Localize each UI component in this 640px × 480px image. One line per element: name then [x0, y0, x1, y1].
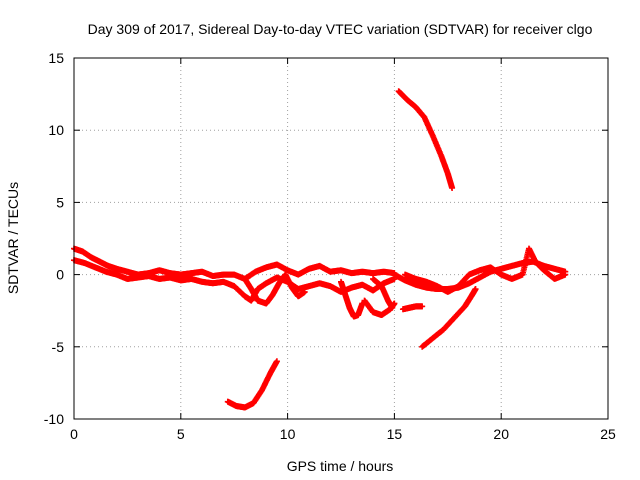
- y-tick-label: 0: [56, 267, 64, 283]
- series-band-d: [402, 245, 569, 295]
- x-tick-label: 25: [600, 426, 616, 442]
- x-tick-label: 0: [70, 426, 78, 442]
- x-axis-label: GPS time / hours: [287, 458, 394, 474]
- y-tick-label: 5: [56, 194, 64, 210]
- series-rise-arc: [419, 286, 479, 350]
- data-points: [71, 88, 569, 411]
- series-band-c: [391, 258, 569, 293]
- axis-ticks: 0 5 10 15 20 25 -10 -5 0 5 10 15: [44, 50, 616, 442]
- data-point: [449, 184, 456, 191]
- x-tick-label: 15: [387, 426, 403, 442]
- series-lower-arc: [224, 358, 280, 411]
- series-band-a: [71, 245, 398, 282]
- series-upper-arc: [395, 88, 456, 191]
- data-point: [389, 304, 396, 311]
- series-loop-1: [241, 271, 308, 307]
- series-dash-a: [399, 303, 426, 313]
- data-point: [273, 358, 280, 365]
- y-tick-label: -10: [44, 411, 64, 427]
- series-loop-4: [370, 275, 396, 311]
- y-tick-label: 15: [48, 50, 64, 66]
- x-tick-label: 5: [177, 426, 185, 442]
- chart-title: Day 309 of 2017, Sidereal Day-to-day VTE…: [88, 21, 593, 37]
- x-tick-label: 20: [493, 426, 509, 442]
- series-loop-2: [338, 278, 366, 320]
- data-point: [419, 303, 426, 310]
- grid-lines: [74, 58, 608, 419]
- data-point: [562, 271, 569, 278]
- y-tick-label: 10: [48, 122, 64, 138]
- data-point: [472, 286, 479, 293]
- x-tick-label: 10: [280, 426, 296, 442]
- plot-frame: [73, 57, 609, 420]
- y-axis-label: SDTVAR / TECUs: [5, 182, 21, 294]
- y-tick-label: -5: [52, 339, 65, 355]
- data-point: [301, 288, 308, 295]
